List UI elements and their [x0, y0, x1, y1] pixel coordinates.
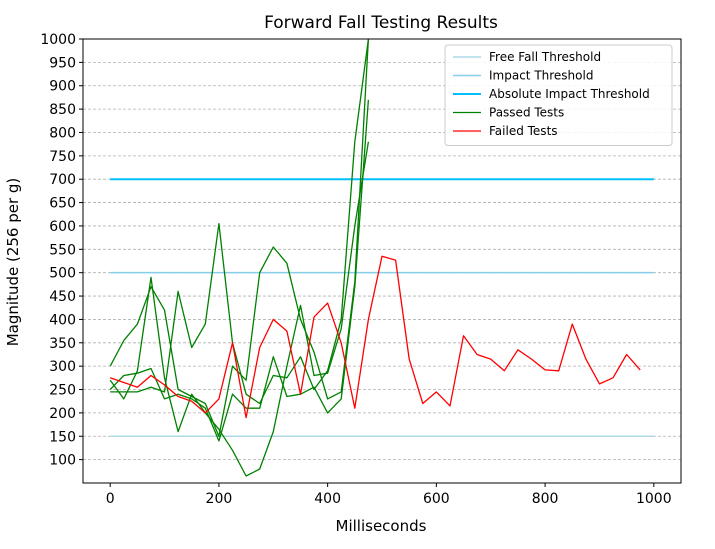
x-tick-label: 400 [314, 491, 341, 507]
legend: Free Fall Threshold Impact Threshold Absol… [444, 44, 673, 146]
y-tick-label: 300 [49, 359, 76, 375]
y-tick-label: 400 [49, 312, 76, 328]
legend-label: Failed Tests [489, 124, 558, 138]
x-tick-label: 600 [423, 491, 450, 507]
y-tick-label: 850 [49, 102, 76, 118]
passed-test-line [110, 39, 370, 405]
y-tick-label: 800 [49, 125, 76, 141]
legend-box [444, 44, 673, 146]
legend-label: Impact Threshold [489, 69, 593, 83]
y-tick-label: 100 [49, 453, 76, 469]
y-tick-label: 200 [49, 406, 76, 422]
y-tick-label: 700 [49, 172, 76, 188]
x-tick-label: 200 [206, 491, 233, 507]
y-axis-label: Magnitude (256 per g) [4, 178, 22, 347]
y-tick-label: 550 [49, 242, 76, 258]
y-tick-label: 250 [49, 383, 76, 399]
x-tick-label: 0 [106, 491, 115, 507]
y-tick-label: 750 [49, 149, 76, 165]
x-axis-label: Milliseconds [336, 517, 427, 535]
plot-frame [82, 38, 682, 484]
legend-label: Absolute Impact Threshold [489, 87, 650, 101]
y-tick-label: 900 [49, 79, 76, 95]
series-layer [109, 39, 654, 477]
axes-layer: 100 150 200 250 300 350 400 450 500 550 600 650 700 7… [40, 32, 682, 507]
x-tick-label: 800 [532, 491, 559, 507]
legend-label: Free Fall Threshold [489, 50, 601, 64]
y-tick-label: 450 [49, 289, 76, 305]
passed-test-line [109, 99, 370, 442]
y-tick-label: 950 [49, 55, 76, 71]
y-tick-label: 150 [49, 429, 76, 445]
y-tick-label: 500 [49, 266, 76, 282]
passed-test-line [109, 141, 370, 477]
y-tick-label: 350 [49, 336, 76, 352]
legend-label: Passed Tests [489, 106, 564, 120]
y-tick-label: 1000 [40, 32, 76, 48]
y-tick-label: 600 [49, 219, 76, 235]
x-tick-label: 1000 [636, 491, 672, 507]
y-tick-label: 650 [49, 196, 76, 212]
failed-test-line [109, 255, 641, 419]
chart-title: Forward Fall Testing Results [264, 13, 498, 33]
